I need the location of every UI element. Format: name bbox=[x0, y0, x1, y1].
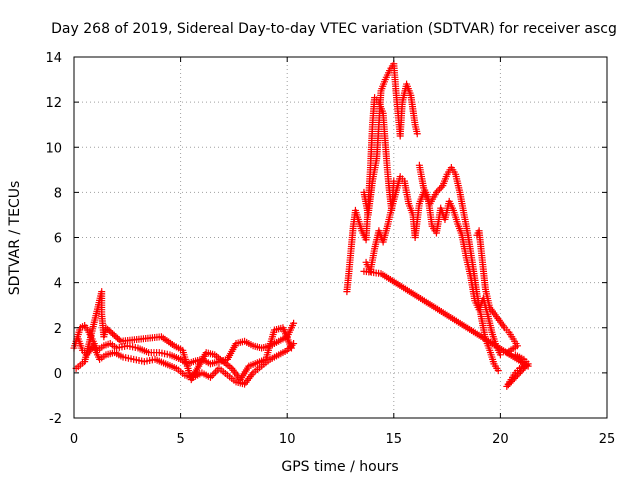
y-tick-label: 4 bbox=[54, 277, 62, 292]
x-tick-label: 25 bbox=[599, 432, 616, 447]
data-point-marker bbox=[432, 188, 440, 196]
data-point-marker bbox=[413, 130, 421, 138]
x-axis-label: GPS time / hours bbox=[281, 459, 398, 475]
data-point-marker bbox=[494, 367, 502, 375]
data-point-marker bbox=[496, 351, 504, 359]
data-point-marker bbox=[434, 187, 442, 195]
y-tick-label: -2 bbox=[49, 412, 62, 427]
y-tick-label: 14 bbox=[45, 51, 62, 66]
data-point-marker bbox=[109, 330, 117, 338]
data-point-marker bbox=[360, 267, 368, 275]
x-tick-label: 15 bbox=[386, 432, 403, 447]
y-tick-label: 0 bbox=[54, 367, 62, 382]
y-tick-label: 8 bbox=[54, 186, 62, 201]
chart-title: Day 268 of 2019, Sidereal Day-to-day VTE… bbox=[51, 21, 617, 37]
y-tick-label: 10 bbox=[45, 141, 62, 156]
data-point-marker bbox=[517, 368, 525, 376]
data-point-marker bbox=[107, 328, 115, 336]
data-point-marker bbox=[114, 334, 122, 342]
data-point-marker bbox=[290, 319, 298, 327]
y-tick-label: 2 bbox=[54, 322, 62, 337]
data-point-marker bbox=[102, 324, 110, 332]
data-points bbox=[70, 60, 532, 390]
data-point-marker bbox=[287, 344, 295, 352]
y-axis-label: SDTVAR / TECUs bbox=[7, 181, 23, 296]
x-tick-label: 5 bbox=[176, 432, 184, 447]
x-tick-label: 0 bbox=[70, 432, 78, 447]
x-tick-label: 10 bbox=[279, 432, 296, 447]
y-tick-label: 12 bbox=[45, 96, 62, 111]
data-point-marker bbox=[283, 346, 291, 354]
data-point-marker bbox=[104, 325, 112, 333]
data-point-marker bbox=[110, 331, 118, 339]
data-point-marker bbox=[436, 185, 444, 193]
data-point-marker bbox=[437, 183, 445, 191]
axes-ticks: 0 5 10 15 20 25 -2 0 2 4 6 8 10 12 14 bbox=[45, 51, 615, 447]
y-tick-label: 6 bbox=[54, 232, 62, 247]
data-point-marker bbox=[115, 336, 123, 344]
data-point-marker bbox=[105, 327, 113, 335]
data-point-marker bbox=[112, 333, 120, 341]
x-tick-label: 20 bbox=[492, 432, 509, 447]
